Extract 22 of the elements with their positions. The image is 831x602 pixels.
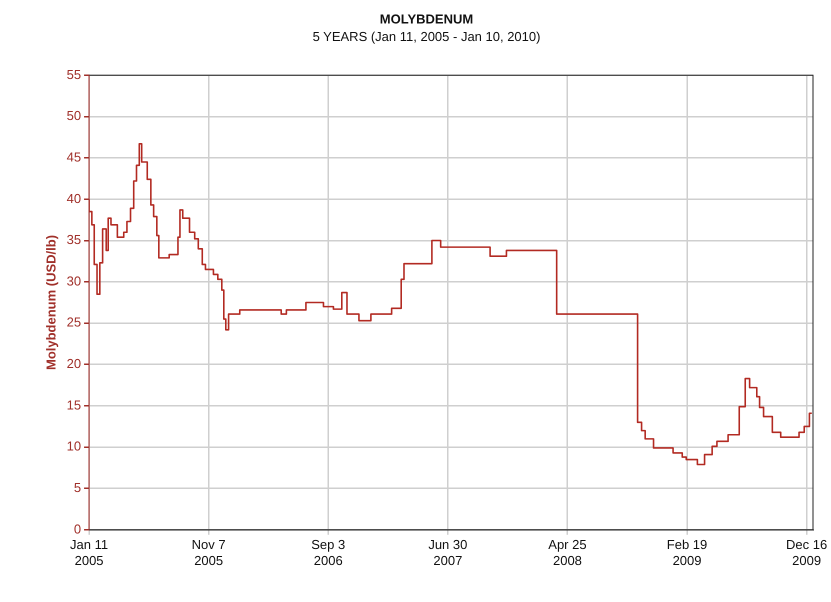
x-tick-label: Feb 19 2009 (666, 537, 708, 568)
x-tick-label: Dec 16 2009 (786, 537, 828, 568)
y-tick-label: 15 (66, 397, 82, 412)
y-axis-title: Molybdenum (USD/lb) (43, 234, 58, 370)
chart-title: MOLYBDENUM (380, 11, 474, 26)
chart-subtitle: 5 YEARS (Jan 11, 2005 - Jan 10, 2010) (312, 28, 540, 44)
x-tick-label: Jan 11 2005 (70, 537, 108, 568)
y-tick-label: 55 (66, 66, 82, 82)
y-tick-label: 20 (66, 356, 82, 372)
y-tick-label: 5 (74, 480, 82, 496)
y-tick-label: 35 (66, 232, 82, 248)
y-tick-label: 45 (66, 149, 82, 164)
x-tick-label: Sep 3 2006 (311, 537, 346, 568)
x-tick-label: Nov 7 2005 (192, 537, 226, 568)
y-tick-label: 40 (66, 190, 82, 206)
y-tick-label: 30 (66, 273, 82, 288)
x-tick-label: Jun 30 2007 (428, 537, 468, 568)
y-tick-label: 25 (66, 314, 82, 330)
y-tick-label: 0 (74, 521, 82, 536)
y-tick-label: 50 (66, 108, 82, 124)
x-tick-label: Apr 25 2008 (548, 537, 587, 568)
y-tick-label: 10 (66, 438, 82, 454)
